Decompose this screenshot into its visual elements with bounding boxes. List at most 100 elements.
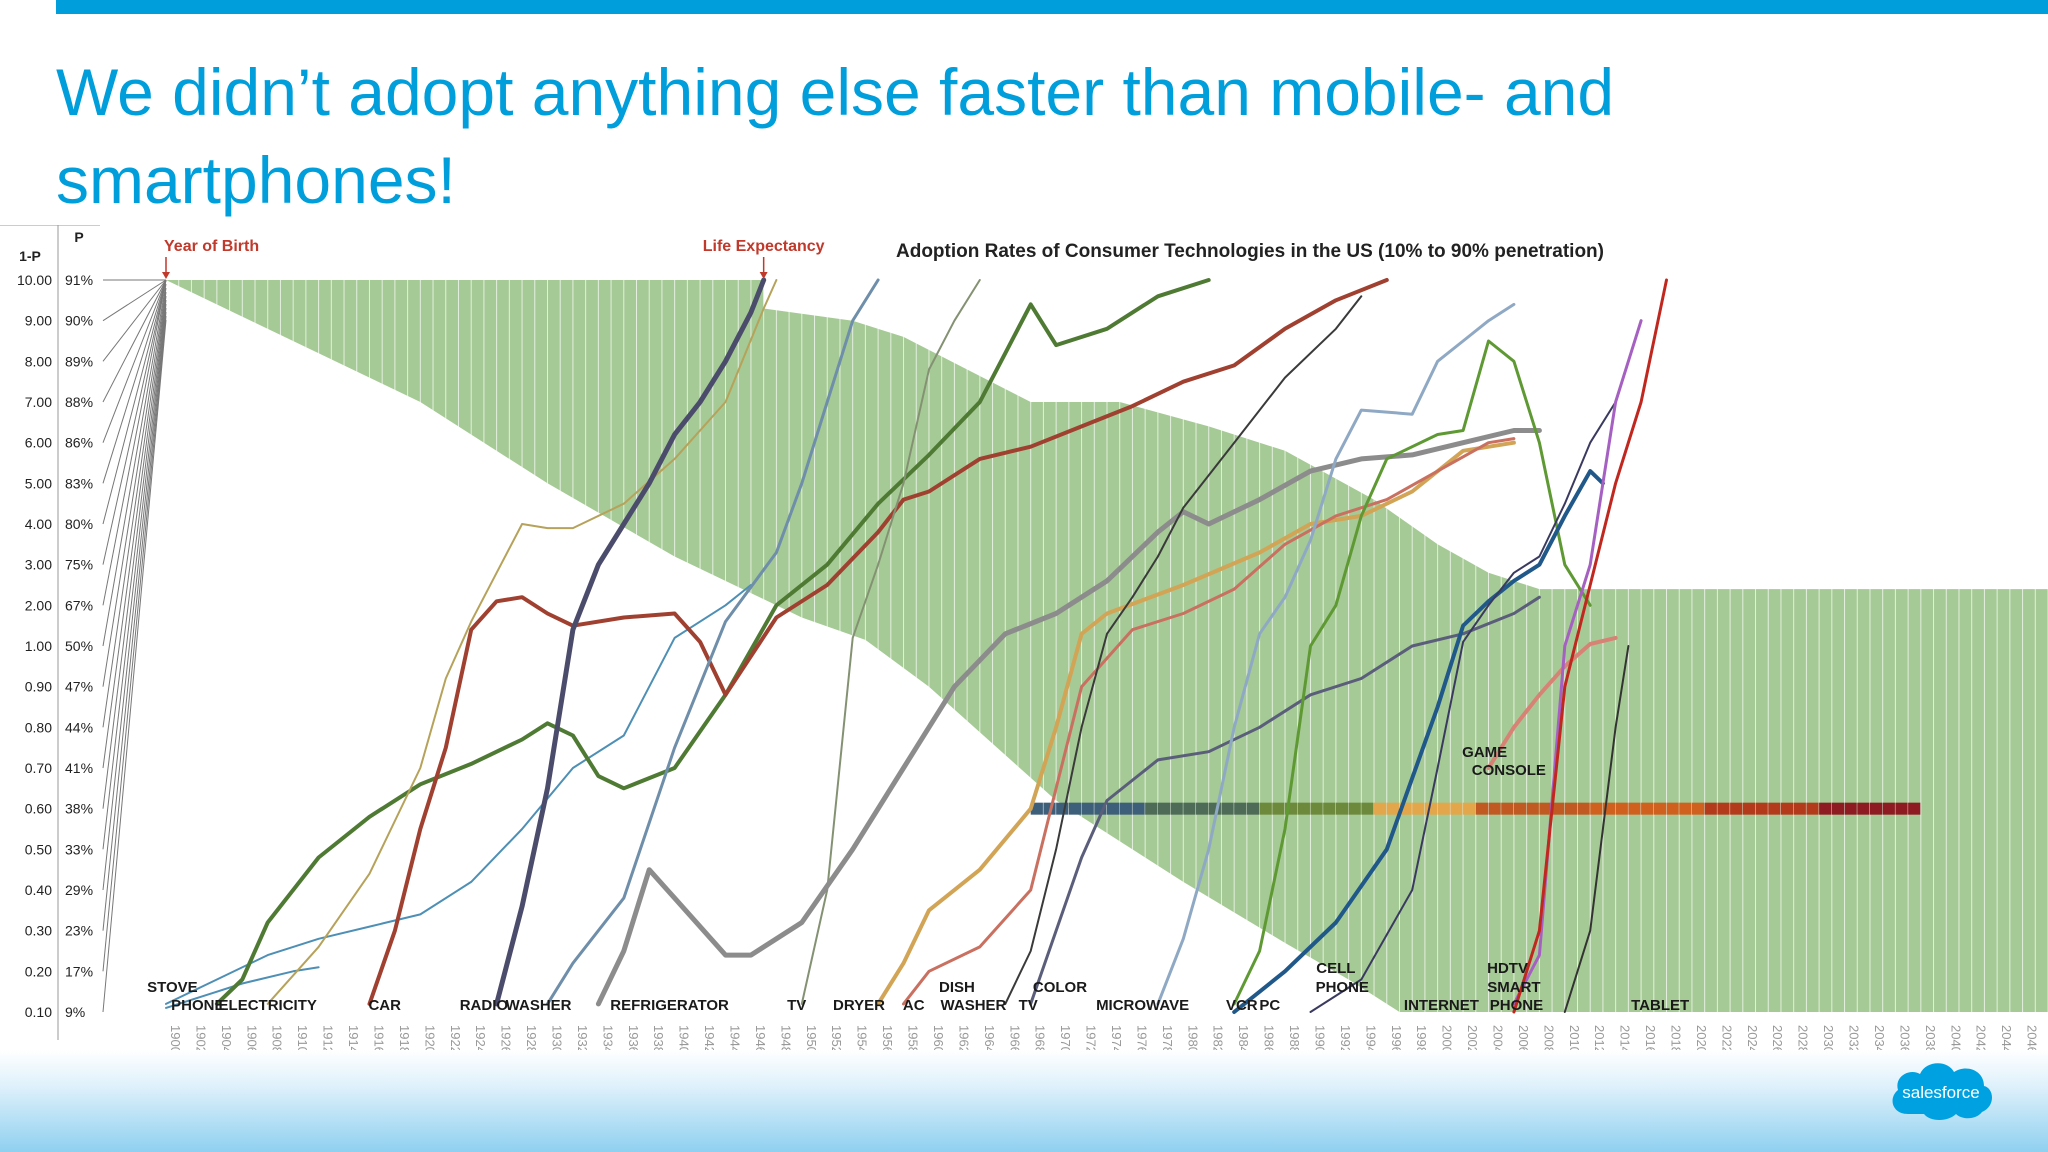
x-tick-label: 1970 xyxy=(1058,1025,1073,1054)
odds-tick-label: 5.00 xyxy=(25,475,52,491)
x-tick-label: 2042 xyxy=(1974,1025,1989,1054)
category-label: MICROWAVE xyxy=(1096,997,1189,1014)
scale-connector xyxy=(102,279,167,606)
series-line xyxy=(1512,278,1668,1014)
projection-bar-segment xyxy=(1552,802,1565,815)
p-tick-label: 47% xyxy=(65,679,93,695)
odds-tick-label: 6.00 xyxy=(25,435,52,451)
chart-title: Adoption Rates of Consumer Technologies … xyxy=(896,241,1604,262)
x-tick-label: 1932 xyxy=(575,1025,590,1054)
projection-bar-segment xyxy=(1107,802,1120,815)
projection-bar-segment xyxy=(1831,802,1845,815)
series-line xyxy=(1563,645,1630,1013)
x-tick-label: 1954 xyxy=(855,1025,870,1054)
x-tick-label: 2004 xyxy=(1490,1025,1505,1054)
projection-bar xyxy=(1030,802,1921,815)
odds-tick-label: 0.90 xyxy=(25,679,52,695)
category-label: WASHER xyxy=(941,997,1007,1014)
x-tick-label: 1912 xyxy=(321,1025,336,1054)
x-tick-label: 1904 xyxy=(219,1025,234,1054)
projection-bar-segment xyxy=(1374,802,1387,815)
projection-bar-segment xyxy=(1132,802,1145,815)
series-line xyxy=(214,278,1211,1006)
x-tick-label: 1920 xyxy=(422,1025,437,1054)
series-line xyxy=(902,437,1516,1006)
projection-bar-segment xyxy=(1157,802,1171,815)
year-of-birth-arrowhead xyxy=(162,272,170,279)
projection-bar-segment xyxy=(1628,802,1641,815)
x-tick-label: 1978 xyxy=(1160,1025,1175,1054)
category-label: PC xyxy=(1259,997,1280,1014)
projection-bar-segment xyxy=(1793,802,1806,815)
p-tick-label: 75% xyxy=(65,557,93,573)
projection-bar-segment xyxy=(1463,802,1476,815)
x-tick-label: 1990 xyxy=(1312,1025,1327,1054)
x-tick-label: 2000 xyxy=(1440,1025,1455,1054)
projection-bar-segment xyxy=(1412,802,1425,815)
projection-bar-segment xyxy=(1335,802,1349,815)
projection-bar-segment xyxy=(1908,802,1921,815)
projection-bar-segment xyxy=(1348,802,1361,815)
projection-bar-segment xyxy=(1615,802,1628,815)
scale-connector xyxy=(102,291,167,728)
projection-bar-segment xyxy=(1895,802,1908,815)
projection-bar-segment xyxy=(1704,802,1717,815)
category-label: REFRIGERATOR xyxy=(610,997,729,1014)
odds-tick-label: 3.00 xyxy=(25,557,52,573)
projection-bar-segment xyxy=(1488,802,1501,815)
x-tick-label: 2008 xyxy=(1541,1025,1556,1054)
projection-bar-segment xyxy=(1170,802,1183,815)
scale-connector xyxy=(102,279,167,403)
category-label: CAR xyxy=(368,997,401,1014)
projection-bar-segment xyxy=(1717,802,1730,815)
projection-bar-segment xyxy=(1272,802,1285,815)
x-tick-label: 1946 xyxy=(753,1025,768,1054)
x-tick-label: 2044 xyxy=(1999,1025,2014,1054)
scale-connector xyxy=(102,279,167,322)
odds-tick-label: 0.50 xyxy=(25,841,52,857)
x-tick-label: 1928 xyxy=(524,1025,539,1054)
x-tick-label: 1986 xyxy=(1262,1025,1277,1054)
odds-tick-label: 0.10 xyxy=(25,1004,52,1020)
p-tick-label: 23% xyxy=(65,923,93,939)
x-tick-label: 1972 xyxy=(1084,1025,1099,1054)
scale-connector xyxy=(102,279,167,484)
series-line xyxy=(494,277,767,1007)
category-label: VCR xyxy=(1226,997,1258,1014)
odds-tick-label: 4.00 xyxy=(25,516,52,532)
projection-bar-segment xyxy=(1119,802,1132,815)
p-tick-label: 67% xyxy=(65,597,93,613)
year-of-birth-label: Year of Birth xyxy=(164,238,259,255)
category-label: ELECTRICITY xyxy=(219,997,317,1014)
odds-tick-label: 2.00 xyxy=(25,597,52,613)
p-tick-label: 50% xyxy=(65,638,93,654)
series-line xyxy=(876,440,1516,1006)
x-tick-label: 2040 xyxy=(1948,1025,1963,1054)
scale-connector xyxy=(102,311,167,931)
category-label: COLOR xyxy=(1033,979,1087,996)
x-tick-label: 2026 xyxy=(1770,1025,1785,1054)
category-label: PHONE xyxy=(1490,997,1543,1014)
x-tick-label: 1994 xyxy=(1363,1025,1378,1054)
x-tick-label: 2046 xyxy=(2025,1025,2040,1054)
p-tick-label: 89% xyxy=(65,353,93,369)
x-tick-label: 2020 xyxy=(1694,1025,1709,1054)
p-tick-label: 44% xyxy=(65,719,93,735)
category-label: DISH xyxy=(939,979,975,996)
slide-title: We didn’t adopt anything else faster tha… xyxy=(56,55,1615,217)
p-tick-label: 91% xyxy=(65,272,93,288)
x-tick-label: 1952 xyxy=(829,1025,844,1054)
category-label: DRYER xyxy=(833,997,885,1014)
projection-bar-segment xyxy=(1196,802,1209,815)
x-tick-label: 2006 xyxy=(1516,1025,1531,1054)
x-tick-label: 1936 xyxy=(626,1025,641,1054)
logo-text: salesforce xyxy=(1902,1083,1979,1102)
x-tick-label: 1992 xyxy=(1338,1025,1353,1054)
x-tick-label: 1948 xyxy=(778,1025,793,1054)
odds-tick-label: 0.70 xyxy=(25,760,52,776)
odds-tick-label: 0.30 xyxy=(25,923,52,939)
p-tick-label: 29% xyxy=(65,882,93,898)
projection-bar-segment xyxy=(1857,802,1870,815)
footer-gradient xyxy=(0,1050,2048,1152)
life-expectancy-arrowhead xyxy=(759,272,768,279)
